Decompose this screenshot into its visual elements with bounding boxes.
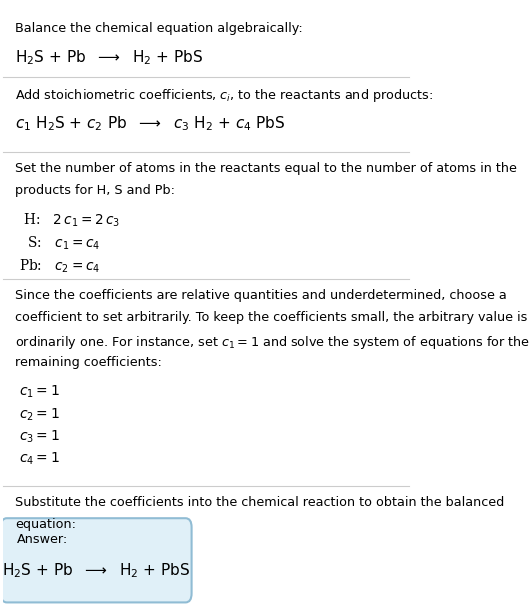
Text: remaining coefficients:: remaining coefficients: — [15, 356, 162, 369]
Text: S:   $c_1 = c_4$: S: $c_1 = c_4$ — [19, 235, 101, 253]
Text: Pb:   $c_2 = c_4$: Pb: $c_2 = c_4$ — [19, 258, 100, 275]
Text: H:   $2\,c_1 = 2\,c_3$: H: $2\,c_1 = 2\,c_3$ — [19, 212, 120, 229]
Text: equation:: equation: — [15, 518, 76, 531]
Text: $\mathregular{H_2}$S + Pb  $\longrightarrow$  $\mathregular{H_2}$ + PbS: $\mathregular{H_2}$S + Pb $\longrightarr… — [2, 561, 190, 580]
Text: ordinarily one. For instance, set $c_1 = 1$ and solve the system of equations fo: ordinarily one. For instance, set $c_1 =… — [15, 334, 529, 351]
Text: Add stoichiometric coefficients, $c_i$, to the reactants and products:: Add stoichiometric coefficients, $c_i$, … — [15, 87, 433, 104]
Text: coefficient to set arbitrarily. To keep the coefficients small, the arbitrary va: coefficient to set arbitrarily. To keep … — [15, 311, 527, 324]
Text: Substitute the coefficients into the chemical reaction to obtain the balanced: Substitute the coefficients into the che… — [15, 496, 504, 509]
Text: Since the coefficients are relative quantities and underdetermined, choose a: Since the coefficients are relative quan… — [15, 289, 507, 302]
Text: Answer:: Answer: — [17, 534, 68, 546]
Text: $c_1\ \mathregular{H_2}$S + $c_2$ Pb  $\longrightarrow$  $c_3\ \mathregular{H_2}: $c_1\ \mathregular{H_2}$S + $c_2$ Pb $\l… — [15, 115, 285, 134]
Text: $c_3 = 1$: $c_3 = 1$ — [19, 429, 60, 445]
Text: $c_1 = 1$: $c_1 = 1$ — [19, 384, 60, 401]
Text: Set the number of atoms in the reactants equal to the number of atoms in the: Set the number of atoms in the reactants… — [15, 161, 517, 175]
Text: products for H, S and Pb:: products for H, S and Pb: — [15, 184, 175, 197]
Text: Balance the chemical equation algebraically:: Balance the chemical equation algebraica… — [15, 22, 303, 35]
Text: $c_4 = 1$: $c_4 = 1$ — [19, 451, 60, 467]
FancyBboxPatch shape — [1, 518, 191, 602]
Text: $\mathregular{H_2}$S + Pb  $\longrightarrow$  $\mathregular{H_2}$ + PbS: $\mathregular{H_2}$S + Pb $\longrightarr… — [15, 49, 203, 67]
Text: $c_2 = 1$: $c_2 = 1$ — [19, 406, 60, 422]
